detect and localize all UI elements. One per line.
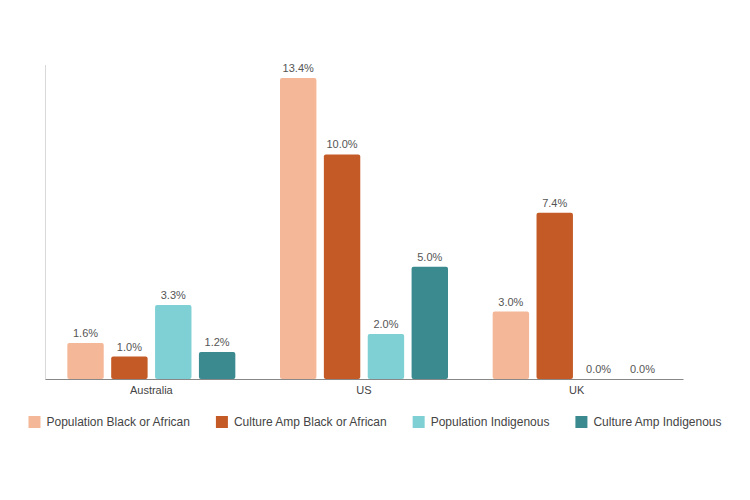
bar bbox=[493, 312, 529, 379]
legend-item: Population Indigenous bbox=[413, 415, 550, 429]
data-label: 13.4% bbox=[283, 62, 314, 74]
bar bbox=[368, 334, 404, 379]
legend-swatch bbox=[28, 416, 40, 428]
legend-item: Culture Amp Black or African bbox=[216, 415, 387, 429]
bar bbox=[624, 379, 660, 380]
x-axis: Australia US UK bbox=[46, 379, 684, 396]
bar bbox=[111, 357, 147, 379]
x-tick-label: Australia bbox=[130, 384, 174, 396]
x-tick-label: UK bbox=[569, 384, 585, 396]
bar bbox=[155, 305, 191, 379]
y-axis-line bbox=[45, 65, 46, 379]
data-labels: 1.6% 13.4% 3.0% 1.0% 10.0% 7.4% 3.3% 2.0% 0.0% 1.… bbox=[73, 62, 655, 375]
legend-label: Culture Amp Black or African bbox=[234, 415, 387, 429]
legend-item: Population Black or African bbox=[28, 415, 189, 429]
bar bbox=[67, 343, 103, 379]
chart: 1.6% 13.4% 3.0% 1.0% 10.0% 7.4% 3.3% 2.0% 0.0% 1.… bbox=[0, 0, 750, 500]
legend-label: Culture Amp Indigenous bbox=[593, 415, 721, 429]
bar bbox=[324, 154, 360, 379]
bar bbox=[199, 352, 235, 379]
data-label: 7.4% bbox=[542, 197, 567, 209]
data-label: 3.3% bbox=[161, 289, 186, 301]
data-label: 10.0% bbox=[326, 138, 357, 150]
data-label: 1.0% bbox=[117, 341, 142, 353]
data-label: 3.0% bbox=[498, 296, 523, 308]
legend-label: Population Black or African bbox=[46, 415, 189, 429]
legend: Population Black or African Culture Amp B… bbox=[28, 415, 721, 429]
x-axis-line bbox=[46, 379, 684, 380]
data-label: 0.0% bbox=[586, 363, 611, 375]
x-tick: UK bbox=[569, 379, 585, 396]
x-tick: US bbox=[356, 379, 371, 396]
x-tick-label: US bbox=[356, 384, 371, 396]
bar bbox=[580, 379, 616, 380]
bar bbox=[412, 267, 448, 379]
bar bbox=[280, 78, 316, 379]
legend-item: Culture Amp Indigenous bbox=[575, 415, 721, 429]
data-label: 2.0% bbox=[373, 318, 398, 330]
legend-swatch bbox=[216, 416, 228, 428]
data-label: 1.6% bbox=[73, 327, 98, 339]
data-label: 0.0% bbox=[630, 363, 655, 375]
legend-swatch bbox=[575, 416, 587, 428]
legend-swatch bbox=[413, 416, 425, 428]
bar bbox=[537, 213, 573, 379]
data-label: 1.2% bbox=[205, 336, 230, 348]
x-tick: Australia bbox=[130, 379, 174, 396]
legend-label: Population Indigenous bbox=[431, 415, 550, 429]
bars bbox=[67, 78, 573, 379]
y-axis bbox=[45, 65, 46, 379]
data-label: 5.0% bbox=[417, 251, 442, 263]
